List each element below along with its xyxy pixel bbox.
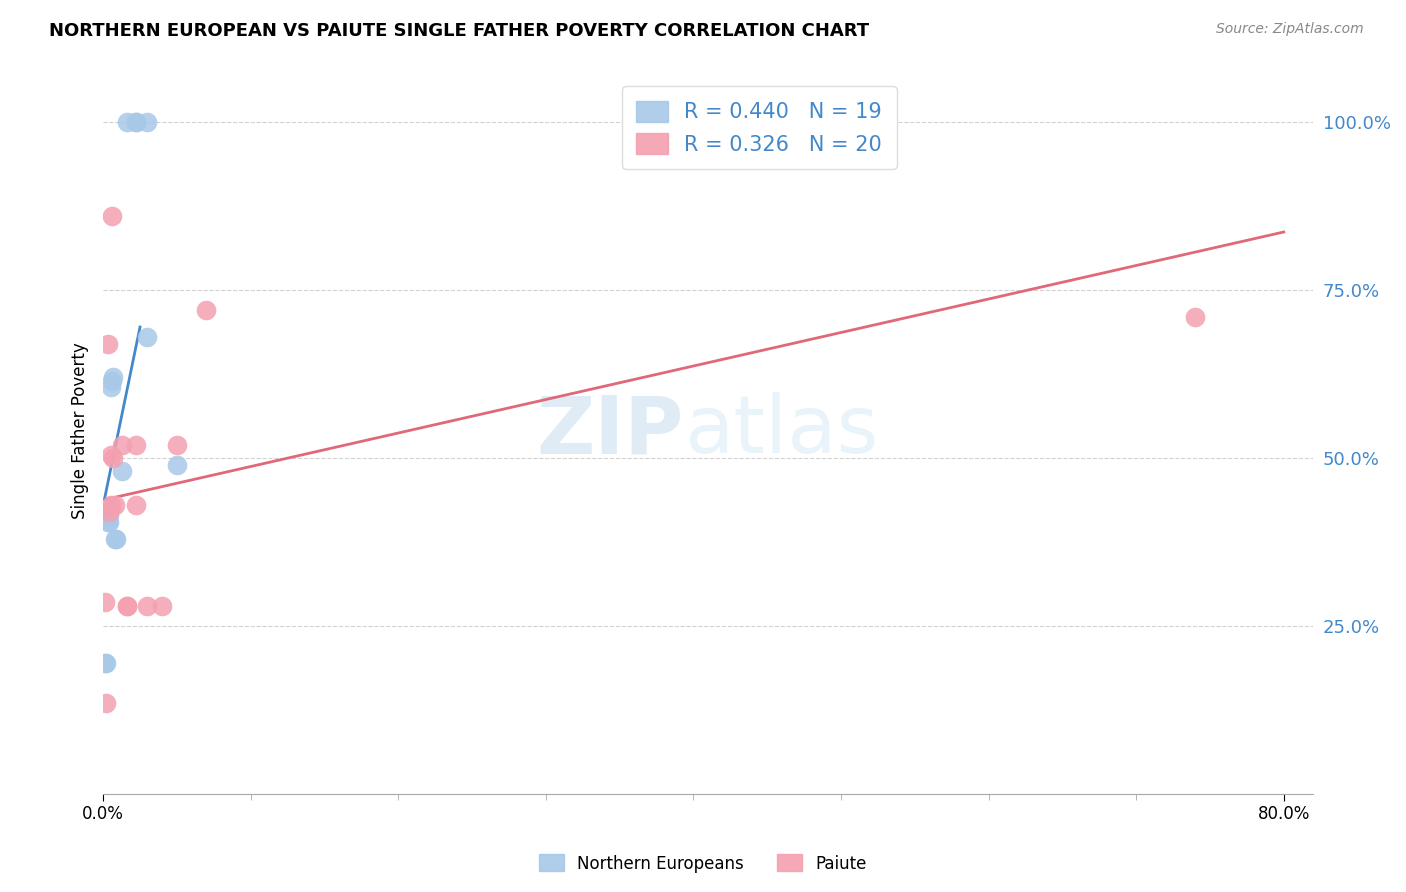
- Point: [96, 508, 118, 522]
- Point: [136, 115, 159, 129]
- Point: [94, 696, 117, 710]
- Point: [124, 498, 146, 512]
- Point: [136, 599, 159, 613]
- Point: [93, 595, 115, 609]
- Point: [1184, 310, 1206, 324]
- Point: [96, 336, 118, 351]
- Point: [100, 501, 122, 516]
- Point: [93, 656, 115, 670]
- Point: [115, 115, 138, 129]
- Point: [105, 532, 128, 546]
- Point: [150, 599, 173, 613]
- Point: [103, 370, 125, 384]
- Point: [104, 532, 127, 546]
- Point: [115, 599, 138, 613]
- Point: [111, 464, 134, 478]
- Point: [166, 437, 188, 451]
- Point: [98, 508, 121, 522]
- Point: [94, 656, 117, 670]
- Y-axis label: Single Father Poverty: Single Father Poverty: [72, 343, 89, 519]
- Point: [100, 380, 122, 394]
- Text: NORTHERN EUROPEAN VS PAIUTE SINGLE FATHER POVERTY CORRELATION CHART: NORTHERN EUROPEAN VS PAIUTE SINGLE FATHE…: [49, 22, 869, 40]
- Point: [100, 448, 122, 462]
- Legend: R = 0.440   N = 19, R = 0.326   N = 20: R = 0.440 N = 19, R = 0.326 N = 20: [621, 87, 897, 169]
- Text: ZIP: ZIP: [537, 392, 683, 470]
- Point: [96, 515, 118, 529]
- Point: [195, 303, 218, 318]
- Point: [98, 515, 121, 529]
- Legend: Northern Europeans, Paiute: Northern Europeans, Paiute: [533, 847, 873, 880]
- Point: [103, 450, 125, 465]
- Point: [98, 505, 121, 519]
- Point: [104, 498, 127, 512]
- Point: [101, 209, 124, 223]
- Point: [124, 115, 146, 129]
- Text: Source: ZipAtlas.com: Source: ZipAtlas.com: [1216, 22, 1364, 37]
- Point: [100, 498, 122, 512]
- Point: [166, 458, 188, 472]
- Point: [136, 330, 159, 344]
- Point: [124, 437, 146, 451]
- Point: [101, 374, 124, 388]
- Text: atlas: atlas: [683, 392, 879, 470]
- Point: [111, 437, 134, 451]
- Point: [124, 115, 146, 129]
- Point: [115, 599, 138, 613]
